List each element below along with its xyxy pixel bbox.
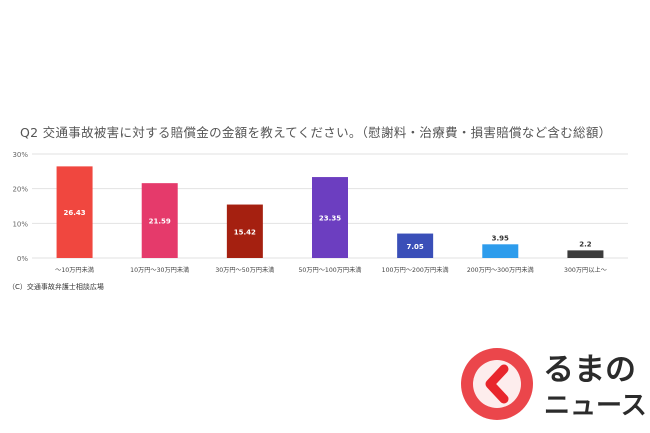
data-label: 7.05 [407, 243, 424, 251]
logo-chevron-icon [485, 364, 509, 404]
bar [312, 177, 348, 258]
x-tick-label: 30万円～50万円未満 [215, 266, 274, 274]
data-label: 23.35 [319, 215, 341, 223]
bar-chart: 0% 10% 20% 30% 26.43 ～10万円未満 21.59 10万円～30万円未満 1… [12, 151, 628, 274]
bar [226, 204, 263, 258]
bar [141, 183, 178, 258]
logo-text-bottom: ニュース [544, 391, 647, 421]
bar [567, 250, 604, 258]
x-tick-label: 10万円～30万円未満 [130, 266, 189, 274]
kuruma-no-news-logo: るまの ニュース [461, 348, 647, 421]
data-label: 3.95 [492, 234, 509, 242]
x-tick-label: 300万円以上～ [564, 266, 607, 274]
data-label: 15.42 [234, 228, 256, 236]
y-tick-label: 0% [17, 255, 28, 263]
bar [482, 244, 519, 258]
y-tick-label: 20% [12, 186, 28, 194]
source-credit: （C）交通事故弁護士相談広場 [8, 283, 104, 291]
y-tick-label: 30% [12, 151, 28, 159]
x-tick-label: 200万円～300万円未満 [467, 266, 534, 274]
y-tick-label: 10% [12, 220, 28, 228]
x-tick-label: 50万円～100万円未満 [299, 266, 362, 274]
data-label: 26.43 [63, 209, 85, 217]
data-label: 21.59 [149, 218, 171, 226]
bar [397, 233, 434, 258]
data-label: 2.2 [579, 240, 592, 248]
x-tick-label: ～10万円未満 [55, 266, 94, 274]
chart-title: Q2 交通事故被害に対する賠償金の金額を教えてください。（慰謝料・治療費・損害賠… [20, 125, 612, 140]
logo-text-top: るまの [543, 352, 636, 388]
x-tick-label: 100万円～200万円未満 [382, 266, 449, 274]
bar [56, 166, 93, 258]
